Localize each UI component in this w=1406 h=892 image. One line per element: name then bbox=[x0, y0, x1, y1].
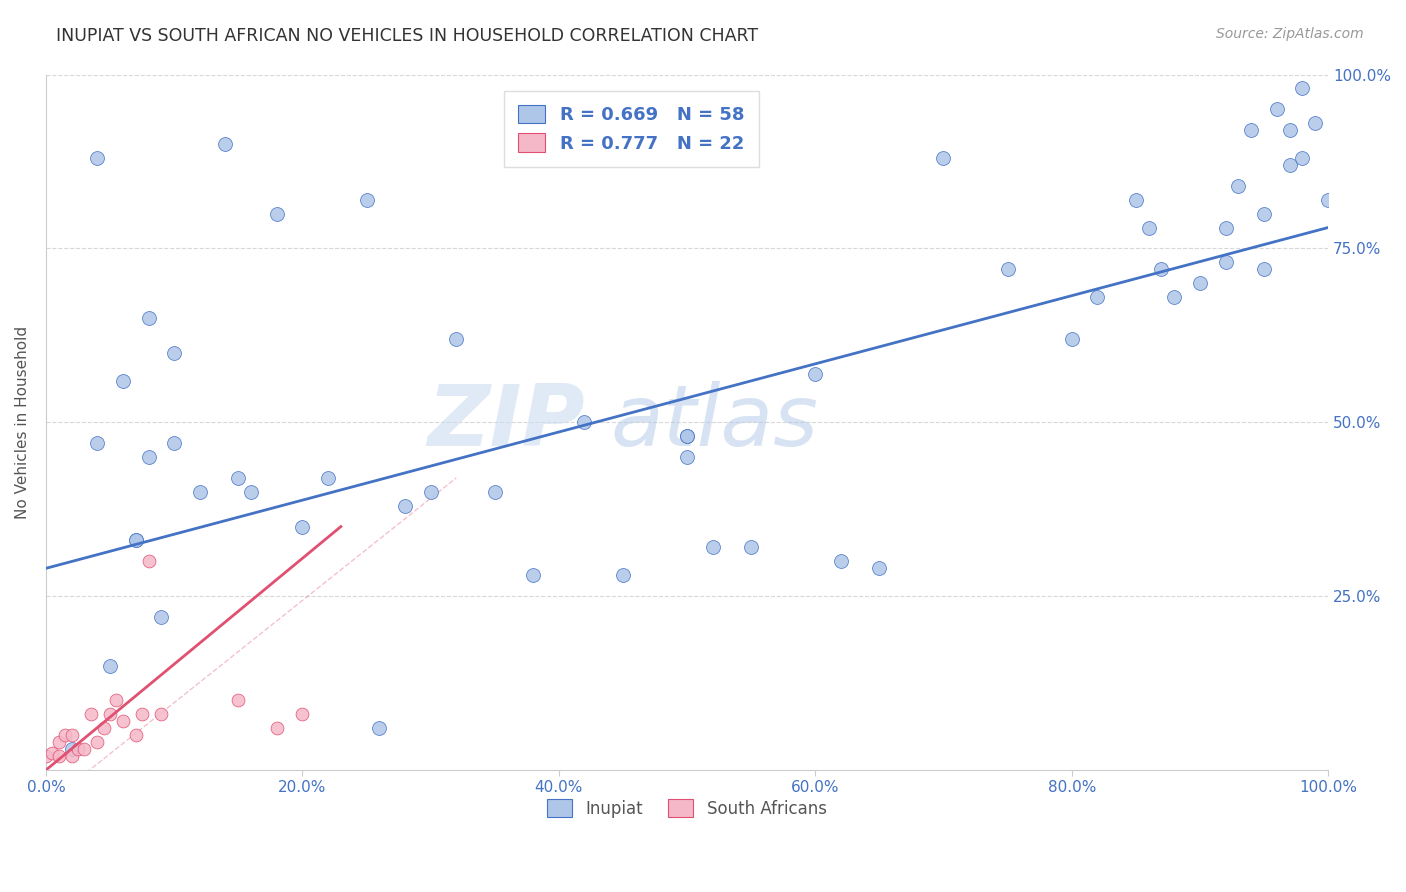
Point bbox=[60, 728, 83, 742]
Point bbox=[73, 742, 96, 756]
Point bbox=[60, 742, 83, 756]
Point bbox=[1188, 276, 1211, 290]
Point bbox=[214, 137, 236, 152]
Point bbox=[868, 561, 890, 575]
Point bbox=[1137, 220, 1160, 235]
Text: INUPIAT VS SOUTH AFRICAN NO VEHICLES IN HOUSEHOLD CORRELATION CHART: INUPIAT VS SOUTH AFRICAN NO VEHICLES IN … bbox=[56, 27, 758, 45]
Point bbox=[138, 310, 160, 325]
Point bbox=[188, 484, 211, 499]
Point bbox=[574, 415, 596, 429]
Point bbox=[356, 193, 378, 207]
Point bbox=[1215, 255, 1237, 269]
Point bbox=[35, 749, 58, 764]
Point bbox=[1305, 116, 1327, 130]
Point bbox=[291, 707, 314, 722]
Point bbox=[1085, 290, 1108, 304]
Point bbox=[1291, 81, 1313, 95]
Point bbox=[53, 728, 76, 742]
Point bbox=[1215, 220, 1237, 235]
Point bbox=[131, 707, 153, 722]
Point bbox=[266, 721, 288, 735]
Point bbox=[266, 206, 288, 220]
Point bbox=[830, 554, 852, 568]
Point bbox=[676, 429, 699, 443]
Point bbox=[125, 533, 148, 548]
Text: ZIP: ZIP bbox=[427, 381, 585, 464]
Point bbox=[446, 332, 468, 346]
Point bbox=[1060, 332, 1083, 346]
Point bbox=[111, 374, 134, 388]
Point bbox=[1253, 262, 1275, 277]
Point bbox=[1125, 193, 1147, 207]
Point bbox=[105, 693, 128, 707]
Point bbox=[98, 658, 121, 673]
Point bbox=[932, 151, 955, 165]
Point bbox=[1240, 123, 1263, 137]
Point bbox=[676, 429, 699, 443]
Point bbox=[125, 728, 148, 742]
Point bbox=[1317, 193, 1340, 207]
Point bbox=[997, 262, 1019, 277]
Point bbox=[66, 742, 89, 756]
Point bbox=[163, 345, 186, 359]
Point bbox=[394, 499, 416, 513]
Point bbox=[804, 367, 827, 381]
Point bbox=[522, 568, 544, 582]
Point bbox=[316, 471, 339, 485]
Point bbox=[484, 484, 506, 499]
Point bbox=[93, 721, 115, 735]
Point bbox=[150, 707, 173, 722]
Point bbox=[1278, 158, 1301, 172]
Point bbox=[240, 484, 263, 499]
Point bbox=[138, 554, 160, 568]
Point bbox=[80, 707, 103, 722]
Point bbox=[48, 735, 70, 749]
Point bbox=[150, 610, 173, 624]
Point bbox=[163, 436, 186, 450]
Point bbox=[291, 519, 314, 533]
Point bbox=[226, 471, 249, 485]
Point bbox=[60, 749, 83, 764]
Point bbox=[226, 693, 249, 707]
Point bbox=[676, 450, 699, 464]
Point bbox=[48, 749, 70, 764]
Point bbox=[111, 714, 134, 729]
Point bbox=[98, 707, 121, 722]
Point bbox=[86, 151, 108, 165]
Point bbox=[1278, 123, 1301, 137]
Legend: Inupiat, South Africans: Inupiat, South Africans bbox=[541, 793, 834, 824]
Point bbox=[702, 541, 724, 555]
Point bbox=[1227, 178, 1250, 193]
Y-axis label: No Vehicles in Household: No Vehicles in Household bbox=[15, 326, 30, 519]
Point bbox=[125, 533, 148, 548]
Point bbox=[1163, 290, 1185, 304]
Point bbox=[419, 484, 441, 499]
Point bbox=[1253, 206, 1275, 220]
Point bbox=[1150, 262, 1173, 277]
Point bbox=[138, 450, 160, 464]
Text: Source: ZipAtlas.com: Source: ZipAtlas.com bbox=[1216, 27, 1364, 41]
Point bbox=[86, 735, 108, 749]
Text: atlas: atlas bbox=[610, 381, 818, 464]
Point bbox=[368, 721, 391, 735]
Point bbox=[1291, 151, 1313, 165]
Point bbox=[740, 541, 762, 555]
Point bbox=[1265, 103, 1288, 117]
Point bbox=[86, 436, 108, 450]
Point bbox=[41, 746, 63, 760]
Point bbox=[612, 568, 634, 582]
